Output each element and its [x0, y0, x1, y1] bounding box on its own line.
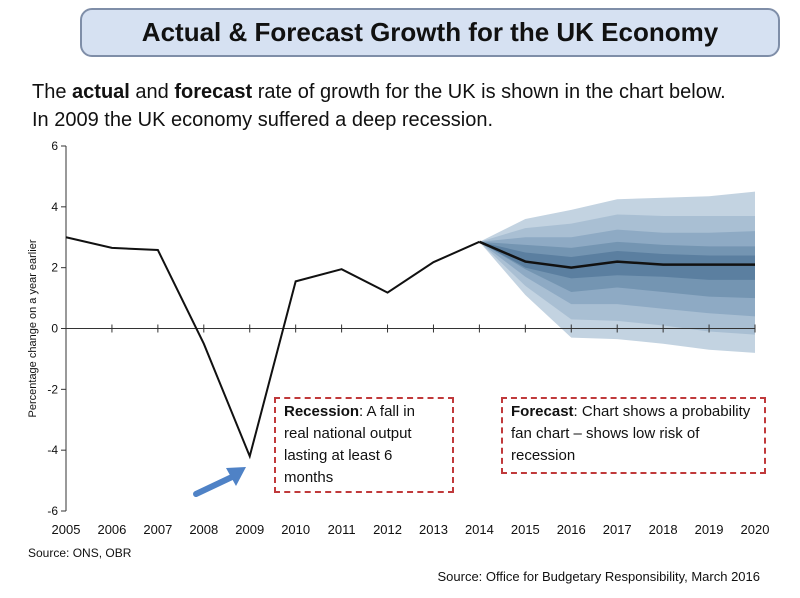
intro-text-segment: rate of growth for the UK is shown in th… — [252, 81, 726, 103]
y-tick-label: 4 — [51, 200, 58, 214]
y-tick-label: 0 — [51, 322, 58, 336]
intro-text-segment: The — [32, 81, 73, 103]
forecast-callout-text: : Chart shows a probability fan chart – … — [511, 403, 751, 464]
x-tick-label: 2016 — [557, 522, 586, 537]
x-tick-label: 2014 — [465, 522, 494, 537]
source-note-right: Source: Office for Budgetary Responsibil… — [437, 569, 760, 584]
x-tick-label: 2012 — [373, 522, 402, 537]
y-tick-label: -2 — [47, 382, 58, 396]
x-tick-label: 2017 — [603, 522, 632, 537]
source-note-left: Source: ONS, OBR — [28, 546, 132, 560]
x-tick-label: 2006 — [97, 522, 126, 537]
recession-callout-text: : A fall in real national output lasting… — [284, 403, 415, 486]
title-box: Actual & Forecast Growth for the UK Econ… — [80, 8, 780, 57]
intro-text-segment: and — [129, 81, 175, 103]
y-tick-label: -6 — [47, 504, 58, 518]
intro-bold-forecast: forecast — [174, 81, 253, 103]
intro-line-1: The actual and forecast rate of growth f… — [32, 78, 726, 106]
intro-text: The actual and forecast rate of growth f… — [32, 78, 726, 134]
x-tick-label: 2007 — [143, 522, 172, 537]
x-tick-label: 2010 — [281, 522, 310, 537]
y-axis-label: Percentage change on a year earlier — [27, 239, 39, 417]
x-tick-label: 2008 — [189, 522, 218, 537]
actual-growth-line — [65, 236, 480, 460]
recession-callout: Recession: A fall in real national outpu… — [274, 397, 454, 493]
intro-bold-actual: actual — [72, 81, 130, 103]
recession-callout-title: Recession — [284, 403, 360, 420]
forecast-central-line — [478, 240, 755, 269]
x-tick-label: 2019 — [695, 522, 724, 537]
intro-line-2: In 2009 the UK economy suffered a deep r… — [32, 109, 494, 131]
y-tick-label: -4 — [47, 443, 58, 457]
x-tick-label: 2005 — [52, 522, 81, 537]
forecast-callout-title: Forecast — [511, 403, 574, 420]
forecast-callout: Forecast: Chart shows a probability fan … — [501, 397, 766, 474]
growth-chart: 6 4 2 0 -2 -4 -6 2005 2006 2007 2008 2009 2010 2011 20… — [27, 139, 770, 537]
x-tick-label: 2011 — [328, 522, 356, 537]
x-tick-label: 2015 — [511, 522, 540, 537]
recession-arrow-shaft — [193, 474, 235, 497]
recession-arrow-head — [226, 467, 246, 486]
x-tick-label: 2013 — [419, 522, 448, 537]
x-tick-label: 2020 — [741, 522, 770, 537]
page-title: Actual & Forecast Growth for the UK Econ… — [141, 17, 719, 47]
x-tick-label: 2018 — [649, 522, 678, 537]
y-tick-label: 2 — [51, 261, 58, 275]
x-tick-label: 2009 — [235, 522, 264, 537]
y-tick-label: 6 — [51, 139, 58, 153]
